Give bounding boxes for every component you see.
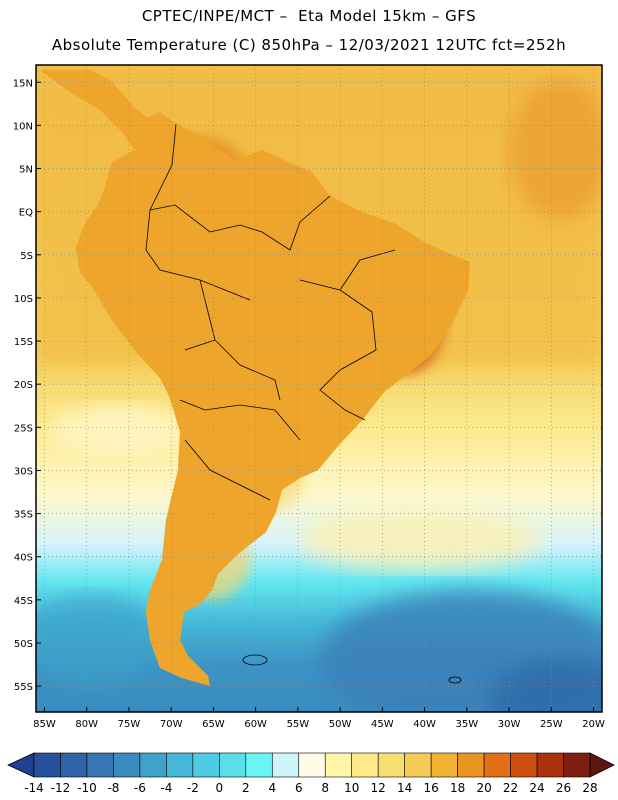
- lat-tick-label: 30S: [14, 466, 33, 477]
- colorbar-swatch: [430, 752, 458, 778]
- lon-tick-label: 45W: [371, 719, 394, 730]
- colorbar-label: 4: [268, 781, 276, 795]
- longitude-axis: 85W 80W 75W 70W 65W 60W 55W 50W 45W 40W 35W 30W 25W 2…: [33, 707, 605, 730]
- colorbar-label: 20: [476, 781, 491, 795]
- colorbar-swatch: [298, 752, 326, 778]
- lon-tick-label: 70W: [160, 719, 183, 730]
- colorbar-swatch: [86, 752, 114, 778]
- colorbar-min-arrow: [7, 752, 35, 778]
- lon-tick-label: 35W: [456, 719, 479, 730]
- colorbar-swatch: [60, 752, 88, 778]
- colorbar-label: 6: [295, 781, 303, 795]
- colorbar-swatch: [113, 752, 141, 778]
- colorbar-label: 2: [242, 781, 250, 795]
- lon-tick-label: 60W: [244, 719, 267, 730]
- lat-tick-label: 25S: [14, 423, 33, 434]
- colorbar-label: -6: [134, 781, 146, 795]
- colorbar-label: -10: [77, 781, 97, 795]
- lon-tick-label: 30W: [498, 719, 521, 730]
- lon-tick-label: 40W: [413, 719, 436, 730]
- colorbar-label: -14: [24, 781, 44, 795]
- lon-tick-label: 25W: [540, 719, 563, 730]
- colorbar-label: 24: [529, 781, 544, 795]
- colorbar-label: 12: [371, 781, 386, 795]
- lat-tick-label: 10N: [13, 121, 33, 132]
- map-subtitle: Absolute Temperature (C) 850hPa – 12/03/…: [51, 36, 567, 54]
- lat-tick-label: EQ: [19, 208, 33, 219]
- temperature-field: [36, 65, 602, 712]
- colorbar-swatch: [457, 752, 485, 778]
- colorbar-swatch: [166, 752, 194, 778]
- colorbar-swatch: [271, 752, 300, 778]
- colorbar-label: 8: [321, 781, 329, 795]
- colorbar-label: 0: [216, 781, 224, 795]
- lon-tick-label: 20W: [582, 719, 605, 730]
- lat-tick-label: 20S: [14, 380, 33, 391]
- lat-tick-label: 40S: [14, 553, 33, 564]
- colorbar-swatch: [245, 752, 273, 778]
- map-title: CPTEC/INPE/MCT – Eta Model 15km – GFS: [141, 7, 477, 25]
- map-frame: [35, 64, 603, 713]
- colorbar-label: 16: [424, 781, 439, 795]
- colorbar-swatch: [483, 752, 511, 778]
- lat-tick-label: 35S: [14, 510, 33, 521]
- colorbar-swatch: [536, 752, 564, 778]
- colorbar-swatch: [219, 752, 247, 778]
- lon-tick-label: 85W: [33, 719, 56, 730]
- lon-tick-label: 50W: [329, 719, 352, 730]
- colorbar-label: -12: [51, 781, 71, 795]
- temperature-colorbar: -14 -12 -10 -8 -6 -4 -2 0 2 4 6 8 10 12 14 16 18 20 22 24 26…: [7, 752, 615, 795]
- colorbar-swatch: [33, 752, 61, 778]
- colorbar-label: 14: [397, 781, 412, 795]
- colorbar-swatch: [351, 752, 379, 778]
- colorbar-max-arrow: [589, 752, 615, 778]
- lat-tick-label: 15N: [13, 78, 33, 89]
- lat-tick-label: 45S: [14, 596, 33, 607]
- colorbar-swatch: [139, 752, 167, 778]
- lon-tick-label: 80W: [75, 719, 98, 730]
- lon-tick-label: 55W: [287, 719, 310, 730]
- colorbar-label: -8: [107, 781, 119, 795]
- colorbar-swatch: [377, 752, 405, 778]
- lat-tick-label: 15S: [14, 337, 33, 348]
- lat-tick-label: 50S: [14, 639, 33, 650]
- colorbar-swatch: [563, 752, 591, 778]
- colorbar-label: 18: [450, 781, 465, 795]
- colorbar-label: -2: [187, 781, 199, 795]
- lon-tick-label: 65W: [202, 719, 225, 730]
- colorbar-swatch: [404, 752, 432, 778]
- colorbar-label: 26: [556, 781, 571, 795]
- lat-tick-label: 5N: [19, 165, 33, 176]
- colorbar-swatch: [510, 752, 538, 778]
- colorbar-swatch: [192, 752, 220, 778]
- colorbar-label: -4: [160, 781, 172, 795]
- colorbar-swatch: [324, 752, 353, 778]
- colorbar-label: 10: [344, 781, 359, 795]
- lat-tick-label: 5S: [20, 251, 33, 262]
- lon-tick-label: 75W: [118, 719, 141, 730]
- colorbar-label: 28: [582, 781, 597, 795]
- country-borders: [145, 123, 396, 501]
- latitude-axis: 15N 10N 5N EQ 5S 10S 15S 20S 25S 30S 35S 40S 45S 50S 5…: [13, 78, 41, 693]
- colorbar-label: 22: [503, 781, 518, 795]
- lat-tick-label: 55S: [14, 682, 33, 693]
- lat-tick-label: 10S: [14, 294, 33, 305]
